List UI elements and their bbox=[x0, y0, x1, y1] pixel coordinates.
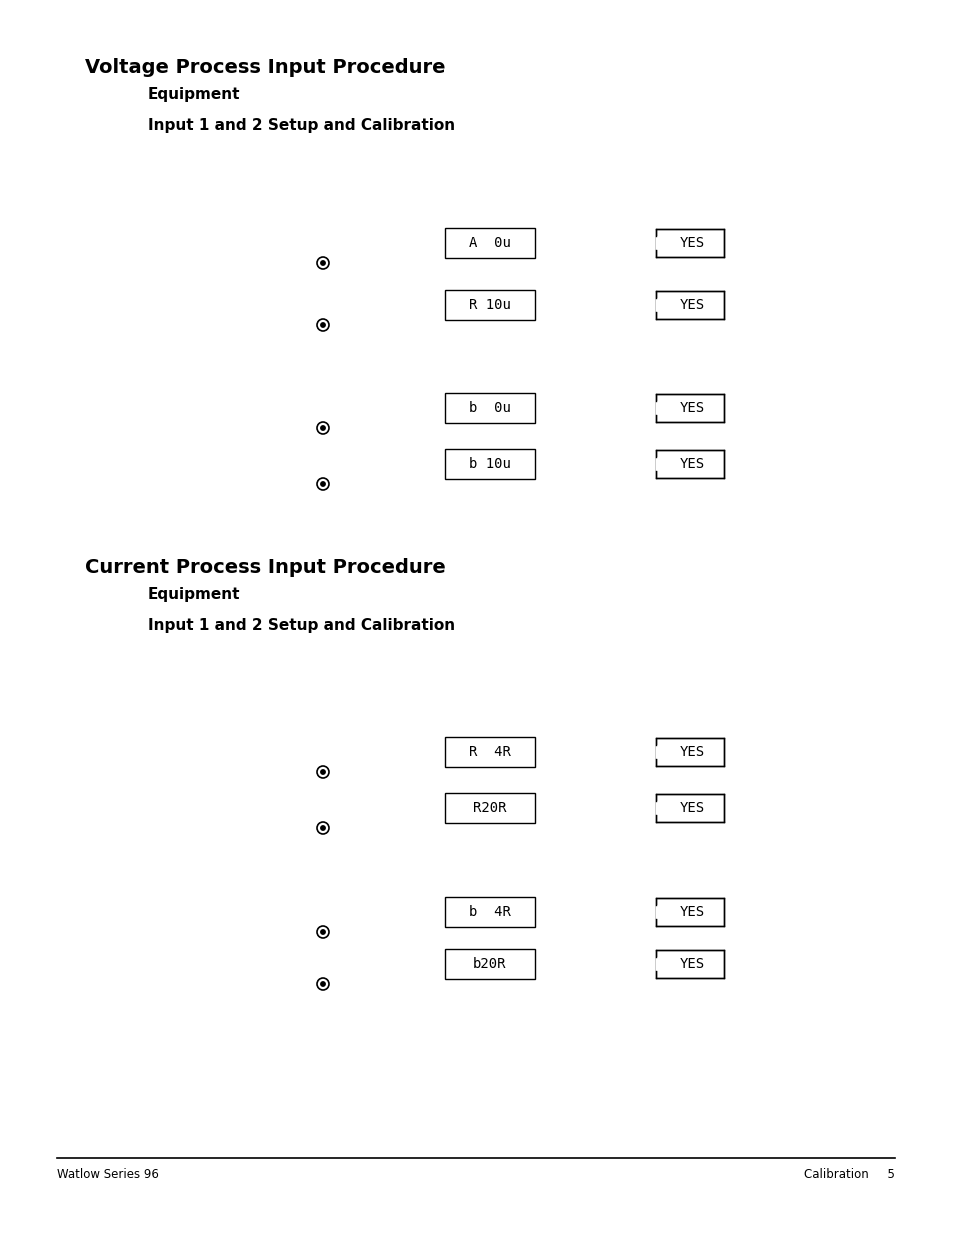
Bar bbox=[656, 228, 723, 257]
Bar bbox=[444, 737, 535, 767]
Bar bbox=[656, 739, 723, 766]
Bar bbox=[656, 905, 665, 919]
Circle shape bbox=[320, 261, 325, 266]
Circle shape bbox=[316, 766, 329, 778]
Text: Voltage Process Input Procedure: Voltage Process Input Procedure bbox=[85, 58, 445, 77]
Bar bbox=[656, 457, 665, 471]
Bar bbox=[444, 228, 535, 258]
Circle shape bbox=[316, 257, 329, 269]
Text: YES: YES bbox=[679, 905, 704, 919]
Bar bbox=[656, 957, 665, 971]
Bar bbox=[656, 745, 665, 760]
Text: Equipment: Equipment bbox=[148, 86, 240, 103]
Circle shape bbox=[320, 826, 325, 830]
Text: Current Process Input Procedure: Current Process Input Procedure bbox=[85, 558, 445, 577]
Bar bbox=[656, 898, 723, 926]
Bar bbox=[444, 393, 535, 424]
Circle shape bbox=[316, 926, 329, 939]
Circle shape bbox=[320, 982, 325, 987]
Circle shape bbox=[316, 319, 329, 331]
Text: Equipment: Equipment bbox=[148, 587, 240, 601]
Bar bbox=[656, 950, 723, 978]
Text: YES: YES bbox=[679, 401, 704, 415]
Text: YES: YES bbox=[679, 457, 704, 471]
Bar bbox=[444, 897, 535, 927]
Text: Input 1 and 2 Setup and Calibration: Input 1 and 2 Setup and Calibration bbox=[148, 618, 455, 634]
Text: Input 1 and 2 Setup and Calibration: Input 1 and 2 Setup and Calibration bbox=[148, 119, 455, 133]
Bar bbox=[656, 298, 665, 312]
Circle shape bbox=[316, 422, 329, 433]
Bar bbox=[656, 802, 665, 815]
Circle shape bbox=[316, 978, 329, 990]
Bar bbox=[656, 394, 723, 422]
Circle shape bbox=[316, 478, 329, 490]
Text: YES: YES bbox=[679, 957, 704, 971]
Circle shape bbox=[320, 426, 325, 430]
Text: b20R: b20R bbox=[473, 957, 506, 971]
Text: b  4R: b 4R bbox=[469, 905, 511, 919]
Bar bbox=[656, 450, 723, 478]
Bar bbox=[444, 450, 535, 479]
Text: A  0u: A 0u bbox=[469, 236, 511, 249]
Bar bbox=[444, 793, 535, 823]
Circle shape bbox=[320, 930, 325, 934]
Text: Calibration     5: Calibration 5 bbox=[803, 1168, 894, 1181]
Circle shape bbox=[320, 322, 325, 327]
Text: R  4R: R 4R bbox=[469, 745, 511, 760]
Bar bbox=[656, 401, 665, 415]
Text: R20R: R20R bbox=[473, 802, 506, 815]
Bar bbox=[444, 290, 535, 320]
Text: b  0u: b 0u bbox=[469, 401, 511, 415]
Circle shape bbox=[320, 482, 325, 487]
Circle shape bbox=[316, 823, 329, 834]
Bar bbox=[656, 794, 723, 823]
Circle shape bbox=[320, 769, 325, 774]
Text: b 10u: b 10u bbox=[469, 457, 511, 471]
Text: Watlow Series 96: Watlow Series 96 bbox=[57, 1168, 159, 1181]
Text: YES: YES bbox=[679, 745, 704, 760]
Bar bbox=[656, 236, 665, 249]
Text: YES: YES bbox=[679, 802, 704, 815]
Bar bbox=[656, 291, 723, 319]
Text: YES: YES bbox=[679, 236, 704, 249]
Text: YES: YES bbox=[679, 298, 704, 312]
Text: R 10u: R 10u bbox=[469, 298, 511, 312]
Bar bbox=[444, 948, 535, 979]
